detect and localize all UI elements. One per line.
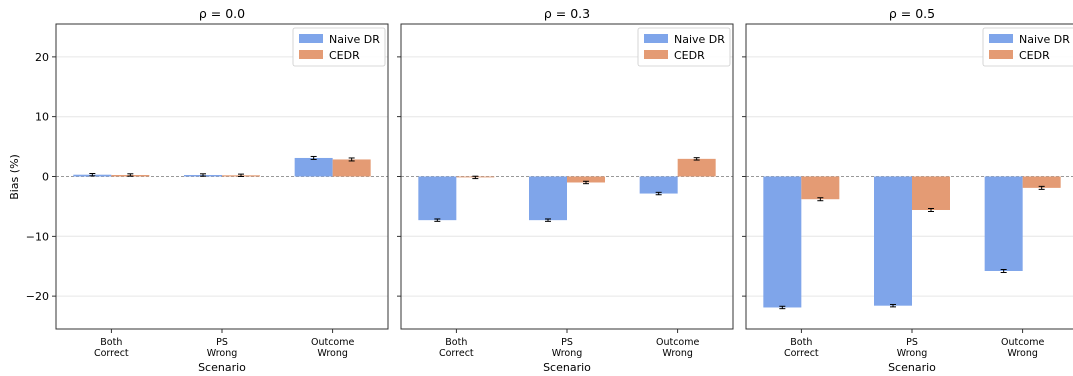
x-tick-label: Both (100, 337, 122, 348)
legend-label: Naive DR (1019, 33, 1070, 46)
x-tick-label: PS (906, 337, 918, 348)
legend: Naive DR CEDR (292, 27, 386, 67)
plot-frame (55, 23, 389, 330)
x-tick-label: Correct (784, 348, 819, 359)
y-tick-label: −20 (26, 290, 49, 303)
panels: −20−1001020BothCorrectPSWrongOutcomeWron… (26, 6, 1073, 374)
x-axis-label: Scenario (888, 361, 936, 374)
legend-swatch (299, 50, 323, 59)
legend-label: CEDR (1019, 49, 1050, 62)
y-axis-label: Bias (%) (8, 154, 21, 200)
bar-naive-dr (763, 176, 802, 308)
x-axis-label: Scenario (543, 361, 591, 374)
bar-naive-dr (639, 176, 678, 194)
bar-cedr (912, 176, 950, 210)
x-tick-label: Outcome (311, 337, 355, 348)
panel-title: ρ = 0.5 (889, 6, 935, 21)
legend-swatch (299, 34, 323, 43)
legend-label: Naive DR (329, 33, 380, 46)
bar-naive-dr (294, 157, 333, 177)
legend: Naive DR CEDR (637, 27, 731, 67)
panel-title: ρ = 0.0 (199, 6, 245, 21)
bar-cedr (1022, 176, 1061, 188)
bar-naive-dr (874, 176, 912, 306)
bar-naive-dr (984, 176, 1023, 271)
legend-swatch (989, 50, 1013, 59)
plot-frame (400, 23, 734, 330)
chart-panel-1: −20−1001020BothCorrectPSWrongOutcomeWron… (26, 6, 389, 374)
x-axis-label: Scenario (198, 361, 246, 374)
legend-swatch (644, 50, 668, 59)
x-tick-label: Outcome (656, 337, 700, 348)
x-tick-label: Both (445, 337, 467, 348)
bar-cedr (332, 159, 371, 177)
y-tick-label: 0 (42, 171, 49, 184)
legend-label: Naive DR (674, 33, 725, 46)
legend-label: CEDR (329, 49, 360, 62)
legend-swatch (989, 34, 1013, 43)
legend: Naive DR CEDR (982, 27, 1073, 67)
x-tick-label: PS (561, 337, 573, 348)
y-tick-label: 20 (35, 51, 49, 64)
x-tick-label: Wrong (552, 348, 583, 359)
x-tick-label: Correct (439, 348, 474, 359)
x-tick-label: Wrong (662, 348, 693, 359)
x-tick-label: PS (216, 337, 228, 348)
x-tick-label: Wrong (207, 348, 238, 359)
x-tick-label: Correct (94, 348, 129, 359)
x-tick-label: Wrong (897, 348, 928, 359)
bar-cedr (677, 158, 716, 177)
plot-frame (745, 23, 1073, 330)
bar-cedr (801, 176, 840, 200)
bar-naive-dr (418, 176, 457, 221)
panel-title: ρ = 0.3 (544, 6, 590, 21)
bar-cedr (567, 176, 605, 183)
y-tick-label: 10 (35, 111, 49, 124)
y-tick-label: −10 (26, 230, 49, 243)
x-tick-label: Wrong (317, 348, 348, 359)
legend-swatch (644, 34, 668, 43)
x-tick-label: Wrong (1007, 348, 1038, 359)
legend-label: CEDR (674, 49, 705, 62)
bar-naive-dr (529, 176, 567, 221)
chart-panel-3: BothCorrectPSWrongOutcomeWrongScenarioρ … (742, 6, 1073, 374)
x-tick-label: Outcome (1001, 337, 1045, 348)
x-tick-label: Both (790, 337, 812, 348)
chart-panel-2: BothCorrectPSWrongOutcomeWrongScenarioρ … (397, 6, 734, 374)
